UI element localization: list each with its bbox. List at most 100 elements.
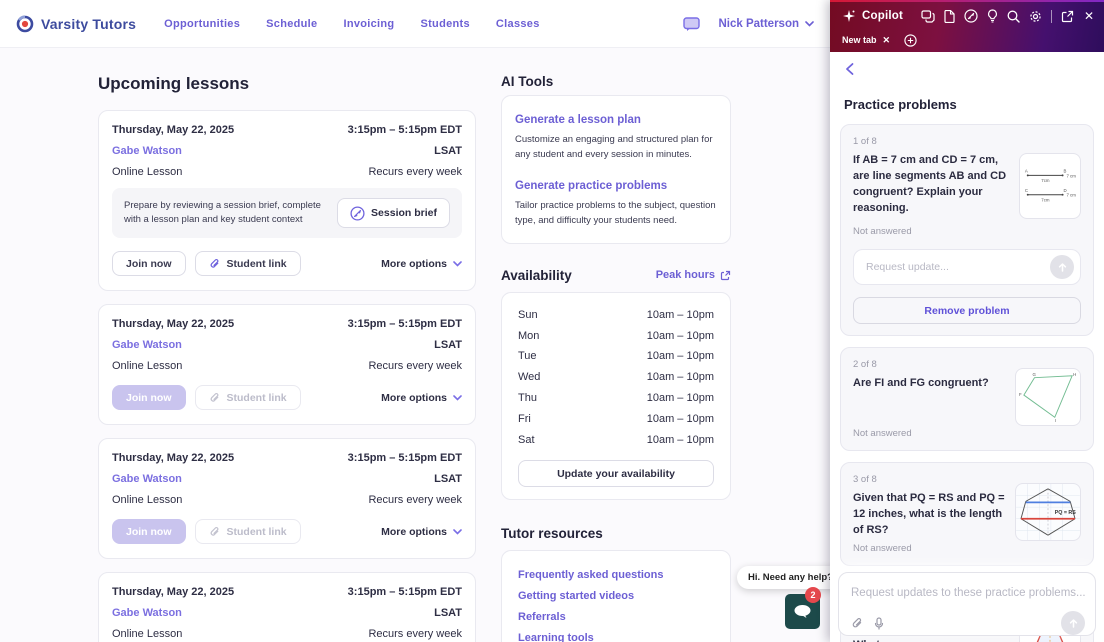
lesson-mode: Online Lesson [112, 494, 183, 506]
lesson-subject: LSAT [434, 607, 462, 619]
day-label: Thu [518, 392, 537, 405]
lesson-date: Thursday, May 22, 2025 [112, 124, 235, 136]
practice-problems-heading: Practice problems [844, 97, 957, 112]
chats-icon[interactable] [921, 9, 935, 23]
join-now-button[interactable]: Join now [112, 251, 186, 276]
copilot-composer [838, 572, 1096, 636]
lesson-actions: Join now Student link More options [112, 251, 462, 276]
nav-classes[interactable]: Classes [495, 17, 540, 30]
lesson-recurrence: Recurs every week [368, 494, 462, 506]
chevron-down-icon [453, 528, 462, 535]
svg-text:F: F [1019, 392, 1022, 397]
paperclip-icon [210, 392, 218, 402]
messages-icon[interactable] [683, 16, 701, 32]
copilot-body: Practice problems 1 of 8 If AB = 7 cm an… [830, 52, 1104, 642]
nav-opportunities[interactable]: Opportunities [164, 17, 241, 30]
tab-label: New tab [842, 35, 877, 45]
resource-link-faq[interactable]: Frequently asked questions [518, 569, 664, 582]
student-link-button[interactable]: Student link [194, 251, 301, 276]
generate-lesson-plan-desc: Customize an engaging and structured pla… [515, 134, 713, 160]
svg-text:PQ = RS: PQ = RS [1055, 510, 1077, 516]
hours-value: 10am – 10pm [646, 371, 714, 384]
close-panel-icon[interactable]: ✕ [1083, 9, 1094, 23]
chat-launcher-button[interactable] [785, 594, 820, 629]
availability-row: Wed 10am – 10pm [518, 367, 714, 388]
sidebar-column: AI Tools Generate a lesson plan Customiz… [501, 48, 731, 642]
tab-close-icon[interactable]: ✕ [882, 34, 891, 45]
peak-hours-link[interactable]: Peak hours [656, 269, 731, 281]
arrow-up-icon [1069, 618, 1077, 628]
student-name-link[interactable]: Gabe Watson [112, 339, 182, 351]
settings-gear-icon[interactable] [1029, 10, 1042, 23]
peak-hours-label: Peak hours [655, 269, 715, 282]
ai-tool-item: Generate practice problems Tailor practi… [515, 176, 717, 228]
generate-lesson-plan-link[interactable]: Generate a lesson plan [515, 114, 641, 126]
send-request-button[interactable] [1050, 255, 1074, 279]
more-options-button[interactable]: More options [381, 392, 462, 404]
compose-icon[interactable] [964, 9, 978, 23]
student-name-link[interactable]: Gabe Watson [112, 145, 182, 157]
brand-logo[interactable]: Varsity Tutors [16, 14, 137, 33]
external-link-icon [720, 270, 731, 280]
session-brief-button[interactable]: Session brief [337, 198, 450, 228]
tab-new-tab[interactable]: New tab ✕ [842, 35, 890, 46]
day-label: Fri [518, 412, 531, 425]
svg-text:D: D [1064, 188, 1067, 193]
request-update-field [853, 249, 1081, 285]
resource-link-referrals[interactable]: Referrals [518, 611, 566, 624]
chevron-down-icon [453, 394, 462, 401]
varsity-tutors-logo-icon [16, 14, 34, 32]
ai-tools-card: Generate a lesson plan Customize an enga… [501, 95, 731, 244]
resource-link-learning-tools[interactable]: Learning tools [518, 631, 594, 642]
nav-students[interactable]: Students [420, 17, 470, 30]
student-link-label: Student link [226, 391, 287, 404]
svg-text:A: A [1025, 168, 1028, 173]
lesson-actions: Join now Student link More options [112, 385, 462, 410]
pop-out-icon[interactable] [1061, 10, 1074, 23]
student-link-label: Student link [226, 257, 287, 270]
lesson-recurrence: Recurs every week [368, 360, 462, 372]
more-options-button[interactable]: More options [381, 526, 462, 538]
resource-link-getting-started[interactable]: Getting started videos [518, 590, 635, 603]
generate-practice-problems-link[interactable]: Generate practice problems [515, 180, 668, 193]
composer-input[interactable] [851, 587, 1085, 599]
topbar-right: Nick Patterson [683, 0, 814, 48]
microphone-icon[interactable] [874, 616, 884, 630]
join-now-button-disabled: Join now [112, 519, 186, 544]
hours-value: 10am – 10pm [646, 412, 714, 425]
student-link-button-disabled: Student link [194, 519, 301, 544]
search-icon[interactable] [1007, 10, 1020, 23]
availability-row: Mon 10am – 10pm [518, 326, 714, 347]
lesson-time: 3:15pm – 5:15pm EDT [347, 452, 462, 464]
lesson-card: Thursday, May 22, 2025 3:15pm – 5:15pm ED… [98, 304, 476, 425]
student-name-link[interactable]: Gabe Watson [112, 607, 182, 619]
day-label: Sun [518, 308, 538, 321]
lesson-time: 3:15pm – 5:15pm EDT [347, 124, 462, 136]
remove-problem-button[interactable]: Remove problem [853, 297, 1081, 324]
session-brief-banner: Prepare by reviewing a session brief, co… [112, 188, 462, 238]
request-update-input[interactable] [866, 261, 1050, 273]
lesson-recurrence: Recurs every week [368, 628, 462, 640]
brand-name: Varsity Tutors [41, 15, 137, 32]
user-menu[interactable]: Nick Patterson [718, 18, 814, 30]
problem-index: 2 of 8 [853, 359, 877, 370]
composer-send-button[interactable] [1061, 611, 1085, 635]
paperclip-icon [210, 258, 218, 268]
primary-nav: Opportunities Schedule Invoicing Student… [164, 18, 539, 30]
back-chevron-icon[interactable] [844, 62, 855, 81]
update-availability-button[interactable]: Update your availability [518, 460, 714, 488]
day-label: Mon [518, 329, 540, 342]
problem-index: 3 of 8 [853, 474, 877, 485]
availability-title: Availability [501, 267, 572, 283]
lesson-time: 3:15pm – 5:15pm EDT [347, 318, 462, 330]
attach-paperclip-icon[interactable] [851, 617, 864, 630]
session-brief-label: Session brief [371, 207, 437, 219]
nav-invoicing[interactable]: Invoicing [343, 17, 395, 30]
lesson-date: Thursday, May 22, 2025 [112, 586, 235, 598]
student-name-link[interactable]: Gabe Watson [112, 473, 182, 485]
lightbulb-icon[interactable] [987, 9, 998, 23]
new-tab-plus-icon[interactable] [904, 33, 917, 47]
more-options-button[interactable]: More options [381, 258, 462, 270]
document-icon[interactable] [944, 9, 955, 23]
nav-schedule[interactable]: Schedule [266, 17, 318, 30]
